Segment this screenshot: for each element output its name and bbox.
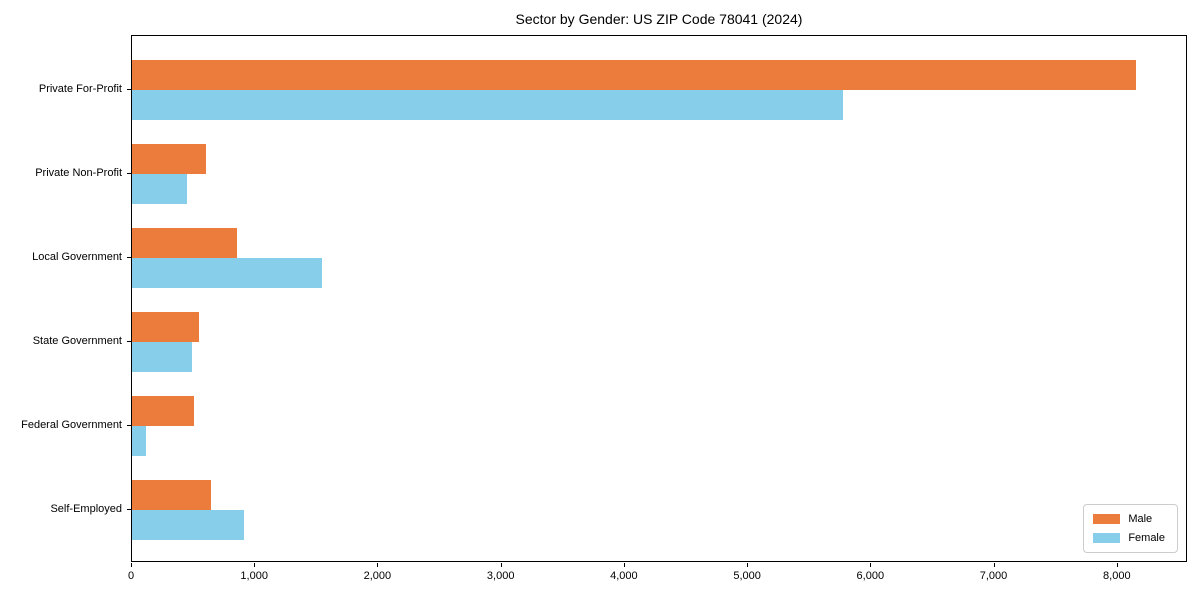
y-tick-label-5: Self-Employed (50, 502, 122, 515)
x-tick-label-6: 6,000 (856, 570, 885, 582)
y-tick-mark (127, 88, 131, 90)
y-tick-label-2: Local Government (32, 250, 122, 263)
y-tick-mark (127, 424, 131, 426)
x-tick-label-4: 4,000 (610, 570, 638, 582)
x-tick-label-7: 7,000 (979, 570, 1008, 582)
bar-male-local-government (132, 227, 237, 258)
y-tick-label-4: Federal Government (21, 418, 122, 431)
x-tick-label-3: 3,000 (486, 570, 515, 582)
x-tick-mark (993, 563, 995, 567)
bar-male-state-government (132, 311, 199, 342)
x-tick-label-5: 5,000 (733, 570, 761, 582)
x-tick-label-8: 8,000 (1103, 570, 1131, 582)
bar-male-private-for-profit (132, 59, 1137, 90)
bar-male-self-employed (132, 479, 211, 510)
legend-item-male: Male (1093, 513, 1165, 525)
legend-swatch-female (1093, 533, 1121, 543)
legend-swatch-male (1093, 514, 1121, 524)
bar-female-local-government (132, 257, 322, 288)
bar-female-self-employed (132, 509, 245, 540)
y-tick-mark (127, 256, 131, 258)
x-tick-mark (623, 563, 625, 567)
x-tick-mark (1116, 563, 1118, 567)
bar-male-federal-government (132, 395, 194, 426)
plot-area: Male Female (131, 35, 1187, 562)
legend: Male Female (1083, 504, 1178, 553)
bar-female-private-for-profit (132, 89, 843, 120)
y-tick-label-1: Private Non-Profit (35, 166, 122, 179)
x-tick-mark (254, 563, 256, 567)
y-tick-mark (127, 340, 131, 342)
x-tick-mark (377, 563, 379, 567)
x-tick-mark (747, 563, 749, 567)
y-tick-mark (127, 172, 131, 174)
bar-female-private-non-profit (132, 173, 188, 204)
bar-female-federal-government (132, 425, 146, 456)
legend-label-male: Male (1128, 513, 1153, 525)
bar-male-private-non-profit (132, 143, 206, 174)
x-tick-mark (500, 563, 502, 567)
x-tick-mark (131, 563, 132, 567)
chart-title: Sector by Gender: US ZIP Code 78041 (202… (515, 11, 803, 27)
x-tick-mark (870, 563, 872, 567)
y-tick-label-0: Private For-Profit (38, 82, 122, 95)
x-tick-label-1: 1,000 (240, 570, 268, 582)
bar-female-state-government (132, 341, 193, 372)
x-tick-label-2: 2,000 (363, 570, 392, 582)
x-tick-label-0: 0 (127, 570, 135, 582)
legend-label-female: Female (1128, 532, 1165, 544)
y-tick-label-3: State Government (32, 334, 122, 347)
y-tick-mark (127, 508, 131, 510)
legend-item-female: Female (1093, 532, 1165, 544)
